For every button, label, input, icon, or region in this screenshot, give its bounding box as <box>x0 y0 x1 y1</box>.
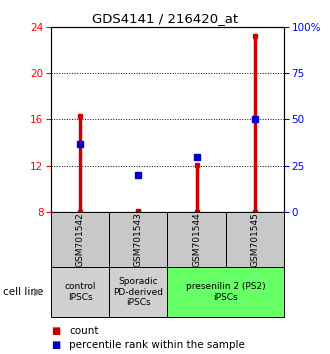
Bar <box>109 212 167 267</box>
Text: percentile rank within the sample: percentile rank within the sample <box>69 340 245 350</box>
Text: ■: ■ <box>51 340 60 350</box>
Bar <box>226 212 284 267</box>
Text: GSM701542: GSM701542 <box>76 212 85 267</box>
Text: presenilin 2 (PS2)
iPSCs: presenilin 2 (PS2) iPSCs <box>186 282 265 302</box>
Bar <box>51 212 109 267</box>
Text: cell line: cell line <box>3 287 44 297</box>
Text: GSM701544: GSM701544 <box>192 212 201 267</box>
Bar <box>168 212 226 267</box>
Text: count: count <box>69 326 99 336</box>
Text: GDS4141 / 216420_at: GDS4141 / 216420_at <box>92 12 238 25</box>
Text: GSM701543: GSM701543 <box>134 212 143 267</box>
Text: ▶: ▶ <box>34 287 42 297</box>
Text: Sporadic
PD-derived
iPSCs: Sporadic PD-derived iPSCs <box>114 277 163 307</box>
Bar <box>109 267 167 317</box>
Text: GSM701545: GSM701545 <box>250 212 259 267</box>
Bar <box>51 267 109 317</box>
Text: control
IPSCs: control IPSCs <box>64 282 96 302</box>
Bar <box>168 267 284 317</box>
Text: ■: ■ <box>51 326 60 336</box>
